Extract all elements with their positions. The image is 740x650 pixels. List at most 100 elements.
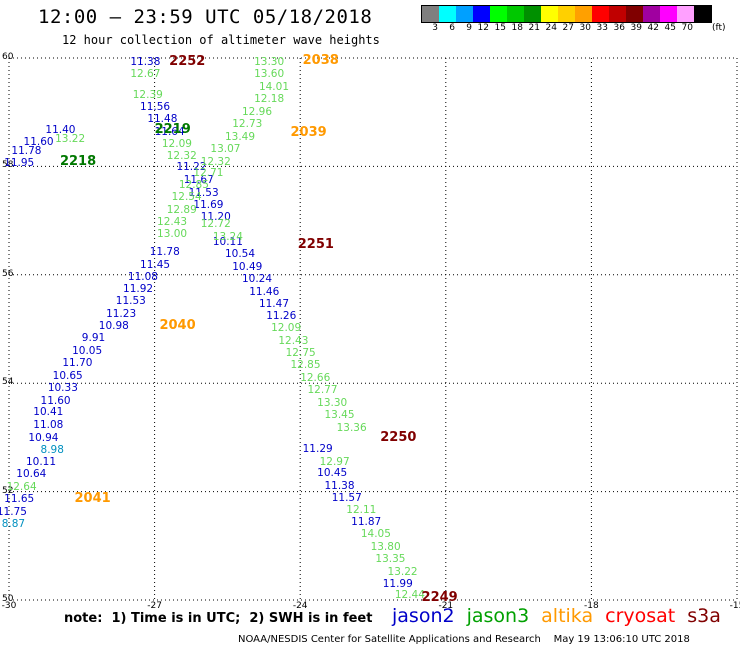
wave-height-value: 12.75 — [285, 347, 316, 360]
wave-height-value: 12.73 — [232, 118, 263, 131]
legend-label: 21 — [528, 23, 540, 33]
wave-height-value: 12.09 — [161, 138, 192, 151]
wave-height-value: 10.05 — [72, 345, 103, 358]
wave-height-value: 11.38 — [130, 55, 161, 68]
legend-swatch — [524, 6, 541, 22]
wave-height-value: 10.33 — [47, 382, 78, 395]
wave-height-value: 10.11 — [212, 235, 243, 248]
wave-height-value: 13.22 — [55, 133, 86, 146]
legend-label: 45 — [664, 23, 676, 33]
legend-unit: (ft) — [712, 23, 726, 33]
wave-height-value: 12.97 — [319, 455, 350, 468]
pass-time-label: 2039 — [290, 124, 327, 140]
lat-tick-label: 60 — [2, 52, 14, 62]
wave-height-value: 11.20 — [200, 211, 231, 224]
legend-swatch — [558, 6, 575, 22]
lon-tick-label: -24 — [292, 601, 308, 611]
wave-height-value: 10.65 — [52, 369, 83, 382]
legend-label: 33 — [596, 23, 608, 33]
wave-height-value: 12.66 — [300, 371, 331, 384]
footer-note: note: 1) Time is in UTC; 2) SWH is in fe… — [64, 611, 373, 626]
pass-time-label: 2249 — [421, 590, 458, 606]
wave-height-value: 10.41 — [33, 406, 64, 419]
wave-height-value: 11.53 — [115, 295, 146, 308]
wave-height-value: 14.05 — [360, 527, 391, 540]
wave-height-value: 11.60 — [40, 394, 71, 407]
lon-tick-label: -18 — [584, 601, 599, 611]
legend-label: 6 — [449, 23, 455, 33]
legend-swatch — [609, 6, 626, 22]
wave-height-value: 12.85 — [178, 178, 209, 191]
wave-height-value: 12.32 — [200, 155, 231, 168]
wave-height-value: 11.38 — [324, 479, 355, 492]
legend-swatch — [694, 6, 711, 22]
wave-height-value: 12.54 — [171, 191, 202, 204]
color-legend — [421, 5, 712, 23]
wave-height-value: 11.26 — [266, 309, 297, 322]
wave-height-value: 11.47 — [258, 297, 289, 310]
lon-tick-label: -30 — [1, 601, 17, 611]
wave-height-value: 13.60 — [254, 67, 285, 80]
wave-height-value: 8.87 — [1, 517, 26, 530]
legend-label: 36 — [613, 23, 625, 33]
lat-tick-label: 56 — [2, 268, 14, 279]
legend-swatch — [575, 6, 592, 22]
wave-height-value: 10.94 — [28, 431, 59, 444]
legend-swatch — [490, 6, 507, 22]
wave-height-value: 12.32 — [166, 150, 197, 163]
wave-height-value: 10.49 — [232, 260, 263, 273]
legend-swatch — [592, 6, 609, 22]
wave-height-value: 13.36 — [336, 421, 367, 434]
satellite-legend-item: jason2 — [392, 605, 455, 627]
wave-height-value: 13.30 — [317, 396, 348, 409]
wave-height-value: 12.43 — [157, 215, 188, 228]
wave-height-value: 11.45 — [140, 258, 171, 271]
wave-height-value: 12.09 — [271, 322, 302, 335]
legend-label: 9 — [466, 23, 472, 33]
wave-height-value: 12.72 — [200, 218, 231, 231]
legend-label: 18 — [511, 23, 523, 33]
wave-height-value: 12.71 — [193, 167, 224, 180]
wave-height-value: 11.75 — [0, 505, 27, 518]
wave-height-value: 13.45 — [324, 409, 355, 422]
wave-height-value: 11.29 — [302, 443, 333, 456]
pass-time-label: 2251 — [297, 236, 334, 252]
wave-height-value: 11.53 — [188, 186, 219, 199]
wave-height-value: 11.40 — [45, 124, 76, 137]
wave-height-value: 11.23 — [106, 307, 137, 320]
wave-height-value: 13.30 — [254, 56, 285, 69]
wave-height-value: 13.49 — [224, 130, 256, 143]
wave-height-value: 12.11 — [346, 504, 377, 517]
wave-height-value: 11.67 — [183, 174, 214, 187]
wave-height-value: 13.00 — [157, 228, 188, 241]
lon-tick-label: -21 — [438, 601, 454, 611]
legend-label: 27 — [562, 23, 574, 33]
wave-height-value: 10.54 — [224, 248, 256, 261]
legend-swatch — [677, 6, 694, 22]
wave-height-value: 12.64 — [6, 481, 37, 494]
color-legend-labels: 3 6 9 12 15 18 21 24 27 30 33 36 39 42 45 70 (ft) — [421, 23, 726, 33]
wave-height-value: 11.60 — [23, 136, 54, 148]
wave-height-value: 11.08 — [127, 270, 158, 283]
wave-height-value: 14.01 — [258, 80, 289, 93]
wave-height-value: 11.22 — [176, 161, 207, 174]
wave-height-value: 11.99 — [382, 578, 413, 591]
wave-height-value: 11.56 — [140, 101, 171, 114]
pass-time-label: 2041 — [74, 491, 111, 507]
wave-height-value: 12.18 — [254, 93, 285, 106]
legend-swatch — [456, 6, 473, 22]
legend-swatch — [439, 6, 456, 22]
legend-label: 70 — [681, 23, 693, 33]
wave-height-value: 10.11 — [25, 456, 57, 469]
satellite-legend-item: jason3 — [466, 605, 530, 627]
wave-height-value: 11.70 — [62, 357, 93, 370]
lat-tick-label: 54 — [2, 377, 14, 388]
wave-height-value: 10.64 — [16, 468, 47, 481]
wave-height-value: 12.43 — [278, 334, 309, 347]
wave-height-value: 11.78 — [11, 144, 42, 157]
pass-time-label: 2252 — [169, 53, 206, 69]
wave-height-value: 11.92 — [123, 282, 154, 295]
pass-time-label: 2038 — [302, 52, 339, 68]
wave-height-value: 11.78 — [149, 246, 180, 259]
